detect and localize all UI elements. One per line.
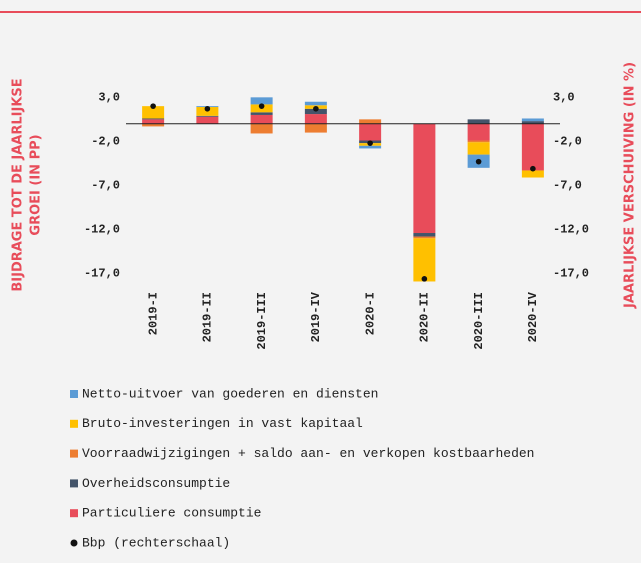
legend-swatch [70,539,78,547]
bar-segment [142,118,165,120]
bar-segment [467,142,490,155]
legend-label: Overheidsconsumptie [82,476,230,491]
legend-swatch [70,449,78,458]
top-rule [0,11,641,13]
marker [367,140,373,146]
bar-segment [413,238,436,282]
bar-segment [359,123,382,141]
x-tick-label: 2019-III [255,292,269,350]
x-tick-label: 2020-III [472,292,486,350]
x-tick-label: 2020-IV [526,291,540,342]
legend-swatch [70,419,78,428]
y-axis-label: GROEI (IN PP) [29,134,44,235]
bar-segment [304,114,327,124]
marker [313,105,319,112]
x-tick-label: 2020-II [418,292,432,342]
bar-segment [359,145,382,149]
bar-segment [413,123,436,234]
legend-label: Bbp (rechterschaal) [82,535,230,550]
bar-segment [250,97,273,105]
bar-segment [196,115,219,117]
x-tick-label: 2019-I [146,292,160,335]
bar-segment [467,119,490,124]
bar-segment [142,119,165,124]
marker [258,103,265,109]
bar-segment [304,101,327,106]
y2-tick-label: -17,0 [553,267,589,281]
bar-segment [521,123,544,171]
bar-segment [142,123,165,127]
y2-tick-label: 3,0 [553,91,575,105]
y-tick-label: -17,0 [84,267,120,281]
x-tick-label: 2019-II [201,292,215,342]
bar-segment [521,118,544,122]
y2-tick-label: -7,0 [553,179,582,193]
bar-segment [413,233,436,237]
legend-swatch [70,509,78,518]
legend-label: Netto-uitvoer van goederen en diensten [82,386,378,401]
bar-segment [521,170,544,178]
bar-segment [413,236,436,239]
y2-tick-label: -12,0 [553,223,589,237]
y2-tick-label: -2,0 [553,135,582,149]
marker [421,276,428,282]
bar-segment [359,119,382,124]
bar-segment [467,140,490,143]
marker [475,158,482,165]
marker [204,105,211,112]
bar-segment [250,112,273,115]
bar-segment [250,114,273,124]
y-tick-label: -7,0 [91,179,120,193]
y-tick-label: -2,0 [91,135,120,149]
legend-label: Voorraadwijzigingen + saldo aan- en verk… [82,446,534,461]
legend-label: Particuliere consumptie [82,506,261,521]
x-tick-label: 2019-IV [309,291,323,342]
marker [530,165,536,172]
bar-segment [142,106,165,119]
y-tick-label: -12,0 [84,223,120,237]
x-tick-label: 2020-I [363,292,377,335]
bar-segment [196,116,219,124]
legend-label: Bruto-investeringen in vast kapitaal [82,416,363,431]
legend-swatch [70,479,78,488]
y-tick-label: 3,0 [98,91,120,105]
bar-segment [467,123,490,141]
bar-segment [521,121,544,124]
bar-segment [304,123,327,133]
bar-segment [250,123,273,134]
legend-swatch [70,390,78,398]
y2-axis-label: JAARLIJKSE VERSCHUIVING (IN %) [623,62,638,309]
marker [150,103,156,109]
y-axis-label: BIJDRAGE TOT DE JAARLIJKSE [11,78,26,291]
